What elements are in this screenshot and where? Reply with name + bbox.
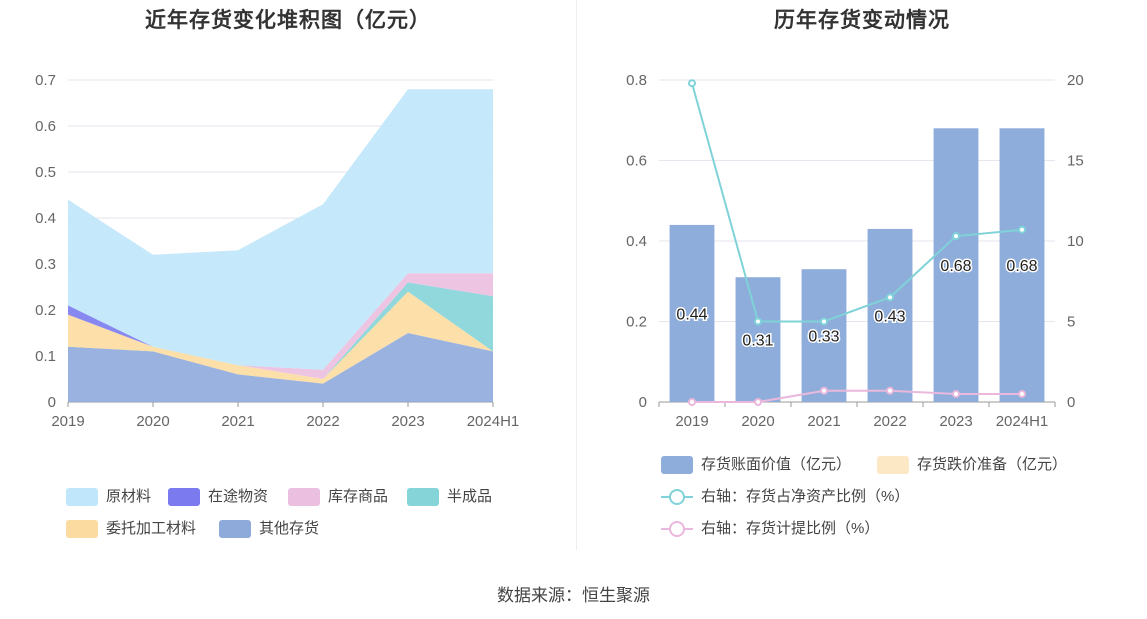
- y-tick-label: 0.2: [35, 302, 56, 319]
- bar-value-label: 0.43: [874, 308, 905, 325]
- line-series-0: [691, 82, 1023, 323]
- line-point: [688, 79, 696, 88]
- y-left-tick-label: 0: [639, 394, 647, 411]
- y-right-tick-label: 0: [1067, 394, 1075, 411]
- legend-label: 库存商品: [328, 488, 389, 505]
- legend-label: 存货账面价值（亿元）: [701, 456, 852, 473]
- bar-value-label: 0.44: [676, 306, 707, 323]
- left-area-chart: 0 0.1 0.2 0.3 0.4 0.5 0.6 0.7 2019 2020 2021 2022 20…: [35, 72, 520, 430]
- area-series-半成品: [68, 282, 493, 379]
- legend-label: 原材料: [106, 488, 152, 505]
- x-tick-label: 2022: [306, 413, 339, 430]
- legend-label: 存货跌价准备（亿元）: [917, 456, 1068, 473]
- line-series-1: [692, 389, 1022, 403]
- y-tick-label: 0: [48, 394, 56, 411]
- legend-label: 右轴：存货计提比例（%）: [701, 520, 880, 537]
- area-series-原材料: [68, 89, 493, 370]
- legend-swatch: [661, 489, 693, 505]
- x-tick-label: 2020: [136, 413, 169, 430]
- legend-label: 右轴：存货占净资产比例（%）: [701, 488, 910, 505]
- line-point: [754, 398, 762, 406]
- area-series-库存商品: [68, 273, 493, 379]
- bar-inventory-value: [735, 277, 781, 402]
- bar-inventory-value: [669, 224, 715, 402]
- line-point: [952, 389, 960, 398]
- line-point: [820, 386, 828, 395]
- legend-swatch: [877, 456, 909, 474]
- line-point: [754, 317, 762, 326]
- legend-swatch: [168, 488, 200, 506]
- y-tick-label: 0.4: [35, 210, 56, 227]
- y-left-tick-label: 0.6: [626, 153, 647, 170]
- bar-inventory-value: [801, 269, 847, 402]
- y-left-tick-label: 0.2: [626, 314, 647, 331]
- bar-inventory-value: [933, 128, 979, 403]
- right-chart-legend: 存货账面价值（亿元） 存货跌价准备（亿元） 右轴：存货占净资产比例（%） 右轴：存货计…: [577, 0, 1147, 550]
- left-chart-legend: 原材料 在途物资 库存商品 半成品委托加工材料 其他存货: [0, 0, 576, 550]
- right-chart-title: 历年存货变动情况: [774, 9, 950, 32]
- left-chart-panel: 近年存货变化堆积图（亿元） 0 0.1 0.2 0.3 0.4 0.5 0.6 0.7 2019…: [0, 0, 576, 550]
- area-series-委托加工材料: [68, 291, 493, 384]
- x-tick-label: 2020: [741, 413, 774, 430]
- y-right-tick-label: 5: [1067, 314, 1075, 331]
- legend-swatch: [66, 520, 98, 538]
- legend-swatch: [407, 488, 439, 506]
- x-tick-label: 2024H1: [996, 413, 1049, 430]
- right-chart-panel: 历年存货变动情况 0 0.2 0.4 0.6 0.8 0 5 10 15 20 2019 2020 20…: [577, 0, 1147, 550]
- legend-swatch: [661, 521, 693, 537]
- y-right-tick-label: 20: [1067, 72, 1084, 89]
- y-right-tick-label: 15: [1067, 153, 1084, 170]
- legend-swatch: [219, 520, 251, 538]
- y-tick-label: 0.7: [35, 72, 56, 89]
- bar-inventory-value: [867, 228, 913, 402]
- x-tick-label: 2021: [221, 413, 254, 430]
- right-bar-line-chart: 0 0.2 0.4 0.6 0.8 0 5 10 15 20 2019 2020 2021 2022 202…: [626, 72, 1084, 430]
- legend-swatch: [288, 488, 320, 506]
- y-tick-label: 0.6: [35, 118, 56, 135]
- bar-inventory-value: [999, 128, 1045, 403]
- bar-value-label: 0.31: [742, 333, 773, 350]
- legend-swatch: [661, 456, 693, 474]
- data-source-note: 数据来源：恒生聚源: [497, 586, 650, 605]
- y-left-tick-label: 0.8: [626, 72, 647, 89]
- legend-label: 在途物资: [208, 488, 269, 505]
- bar-value-label: 0.68: [940, 258, 971, 275]
- legend-swatch: [66, 488, 98, 506]
- legend-label: 其他存货: [259, 520, 320, 537]
- panel-divider: [576, 0, 577, 550]
- x-tick-label: 2021: [807, 413, 840, 430]
- bar-value-label: 0.33: [808, 329, 839, 346]
- x-tick-label: 2023: [939, 413, 972, 430]
- line-point: [1018, 389, 1026, 398]
- x-tick-label: 2019: [51, 413, 84, 430]
- line-point: [820, 317, 828, 326]
- y-tick-label: 0.3: [35, 256, 56, 273]
- y-tick-label: 0.1: [35, 348, 56, 365]
- line-point: [688, 398, 696, 406]
- y-right-tick-label: 10: [1067, 233, 1084, 250]
- y-left-tick-label: 0.4: [626, 233, 647, 250]
- x-tick-label: 2024H1: [467, 413, 520, 430]
- line-point: [1018, 225, 1026, 234]
- legend-label: 半成品: [447, 488, 493, 505]
- bar-value-label: 0.68: [1006, 258, 1037, 275]
- area-series-其他存货: [68, 333, 493, 402]
- line-point: [886, 386, 894, 395]
- y-tick-label: 0.5: [35, 164, 56, 181]
- x-tick-label: 2022: [873, 413, 906, 430]
- line-point: [886, 293, 894, 302]
- line-point: [952, 232, 960, 241]
- x-tick-label: 2023: [391, 413, 424, 430]
- x-tick-label: 2019: [675, 413, 708, 430]
- left-chart-title: 近年存货变化堆积图（亿元）: [145, 9, 431, 32]
- legend-label: 委托加工材料: [106, 520, 197, 537]
